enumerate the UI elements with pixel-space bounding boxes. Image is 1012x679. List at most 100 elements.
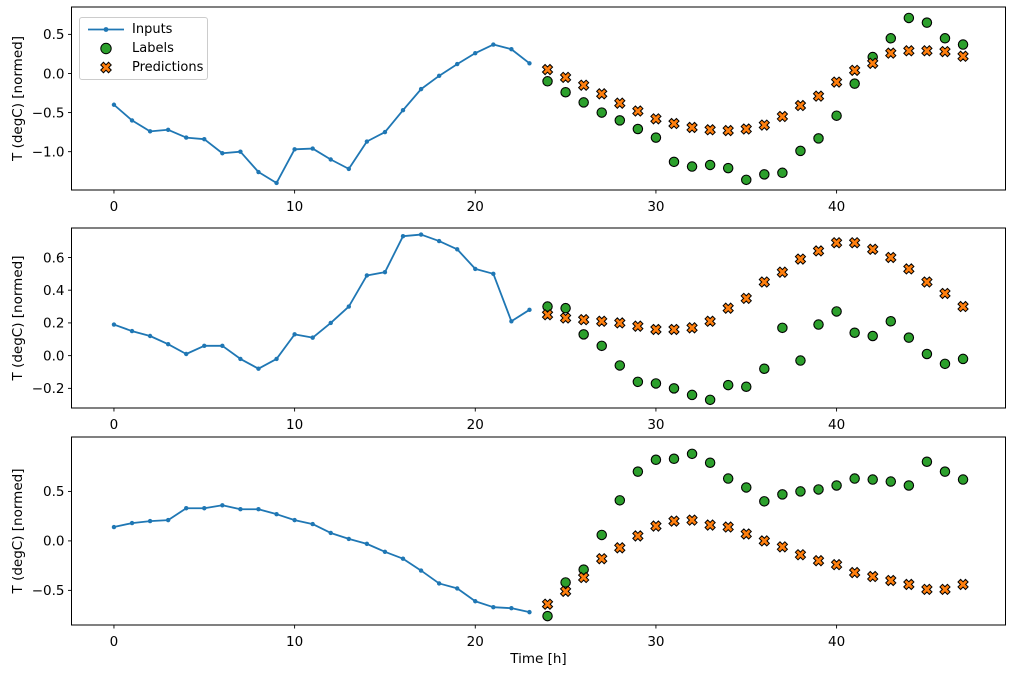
labels-point-marker — [741, 381, 752, 392]
predictions-point-marker — [632, 105, 644, 117]
axes-box — [71, 436, 1006, 626]
x-tick-label: 10 — [286, 417, 303, 433]
inputs-point-marker — [436, 581, 442, 586]
predictions-point-marker — [632, 320, 644, 332]
inputs-line — [113, 504, 530, 614]
predictions-point-marker — [722, 302, 734, 314]
x-tick-label: 30 — [647, 417, 664, 433]
inputs-point-marker — [473, 599, 478, 604]
inputs-point-marker — [346, 304, 352, 309]
inputs-point-marker — [202, 343, 207, 349]
predictions-point-marker — [577, 79, 590, 91]
labels-marker-swatch — [100, 42, 112, 55]
labels-point-marker — [704, 457, 716, 468]
labels-point-marker — [813, 319, 824, 330]
labels-point-marker — [542, 76, 553, 87]
inputs-point-marker — [382, 549, 388, 554]
labels-point-marker — [885, 33, 897, 44]
labels-point-marker — [686, 161, 698, 172]
labels-point-marker — [668, 383, 680, 394]
predictions-point-marker — [794, 99, 807, 112]
labels-point-marker — [722, 379, 734, 391]
legend-item-predictions: Predictions — [86, 59, 207, 77]
inputs-sample-dot — [103, 26, 109, 32]
inputs-point-marker — [491, 271, 496, 277]
inputs-point-marker — [202, 506, 207, 511]
x-axis-label: Time [h] — [509, 651, 566, 667]
predictions-point-marker — [559, 71, 572, 84]
labels-point-marker — [578, 329, 589, 340]
x-tick-label: 10 — [286, 199, 303, 215]
predictions-point-marker — [541, 308, 554, 321]
labels-point-marker — [813, 133, 824, 144]
inputs-point-marker — [328, 530, 333, 536]
inputs-point-marker — [455, 247, 460, 252]
x-tick-label: 20 — [467, 634, 484, 650]
predictions-point-marker — [614, 97, 626, 109]
predictions-point-marker — [939, 45, 951, 58]
labels-point-marker — [741, 482, 752, 493]
labels-point-marker — [831, 306, 842, 317]
predictions-point-marker — [794, 253, 807, 265]
inputs-point-marker — [364, 541, 370, 547]
predictions-point-marker — [704, 315, 716, 328]
inputs-point-marker — [111, 322, 117, 327]
predictions-point-marker — [903, 263, 915, 275]
predictions-point-marker — [812, 90, 825, 102]
labels-point-marker — [867, 330, 878, 342]
labels-point-marker — [668, 156, 680, 168]
labels-point-marker — [957, 474, 969, 485]
predictions-point-marker — [758, 535, 771, 547]
labels-point-marker — [795, 355, 806, 366]
y-tick-label: 0.5 — [43, 27, 64, 43]
inputs-point-marker — [509, 605, 514, 611]
x-tick-label: 0 — [110, 199, 119, 215]
labels-point-marker — [957, 39, 969, 50]
predictions-point-marker — [722, 124, 734, 137]
predictions-point-marker — [559, 585, 572, 598]
inputs-point-marker — [147, 333, 153, 339]
y-tick-label: 0.0 — [43, 66, 64, 82]
labels-point-marker — [921, 17, 933, 28]
predictions-point-marker — [830, 558, 843, 571]
inputs-point-marker — [165, 341, 171, 347]
predictions-point-marker — [704, 519, 716, 531]
predictions-point-marker — [595, 315, 608, 328]
labels-point-marker — [939, 33, 951, 44]
inputs-point-marker — [382, 269, 388, 275]
predictions-point-marker — [957, 578, 969, 591]
subplot-1: 0 10 20 30 40 0.5 0.0 −0.5 −1.0 T (degC) [normed] — [10, 6, 1006, 215]
labels-point-marker — [632, 123, 644, 135]
subplot-3: 0 10 20 30 40 0.5 0.0 −0.5 T (degC) [normed] Time… — [10, 436, 1006, 667]
labels-point-marker — [632, 376, 644, 388]
inputs-point-marker — [256, 366, 261, 371]
x-tick-label: 0 — [110, 634, 119, 650]
labels-point-marker — [759, 169, 770, 180]
predictions-point-marker — [866, 243, 879, 256]
labels-point-marker — [560, 302, 571, 314]
predictions-point-marker — [903, 578, 915, 591]
inputs-point-marker — [274, 511, 279, 517]
inputs-line — [113, 233, 530, 370]
x-tick-label: 20 — [467, 417, 484, 433]
labels-point-marker — [885, 476, 897, 487]
inputs-point-marker — [527, 609, 532, 615]
x-tick-label: 30 — [647, 199, 664, 215]
y-axis-label: T (degC) [normed] — [10, 256, 26, 382]
y-tick-label: −1.0 — [32, 144, 65, 160]
predictions-point-marker — [957, 300, 969, 313]
labels-point-marker — [777, 167, 788, 179]
inputs-point-marker — [455, 586, 460, 591]
labels-point-marker — [686, 448, 698, 460]
y-tick-label: 0.2 — [43, 316, 64, 332]
inputs-point-marker — [274, 180, 279, 186]
predictions-point-marker — [848, 566, 861, 579]
inputs-point-marker — [220, 151, 225, 156]
y-axis-label: T (degC) [normed] — [10, 469, 26, 595]
y-tick-label: 0.4 — [43, 283, 64, 299]
predictions-point-marker — [614, 542, 626, 554]
inputs-point-marker — [129, 328, 135, 334]
y-tick-label: 0.0 — [43, 534, 64, 550]
predictions-point-marker — [848, 236, 861, 249]
